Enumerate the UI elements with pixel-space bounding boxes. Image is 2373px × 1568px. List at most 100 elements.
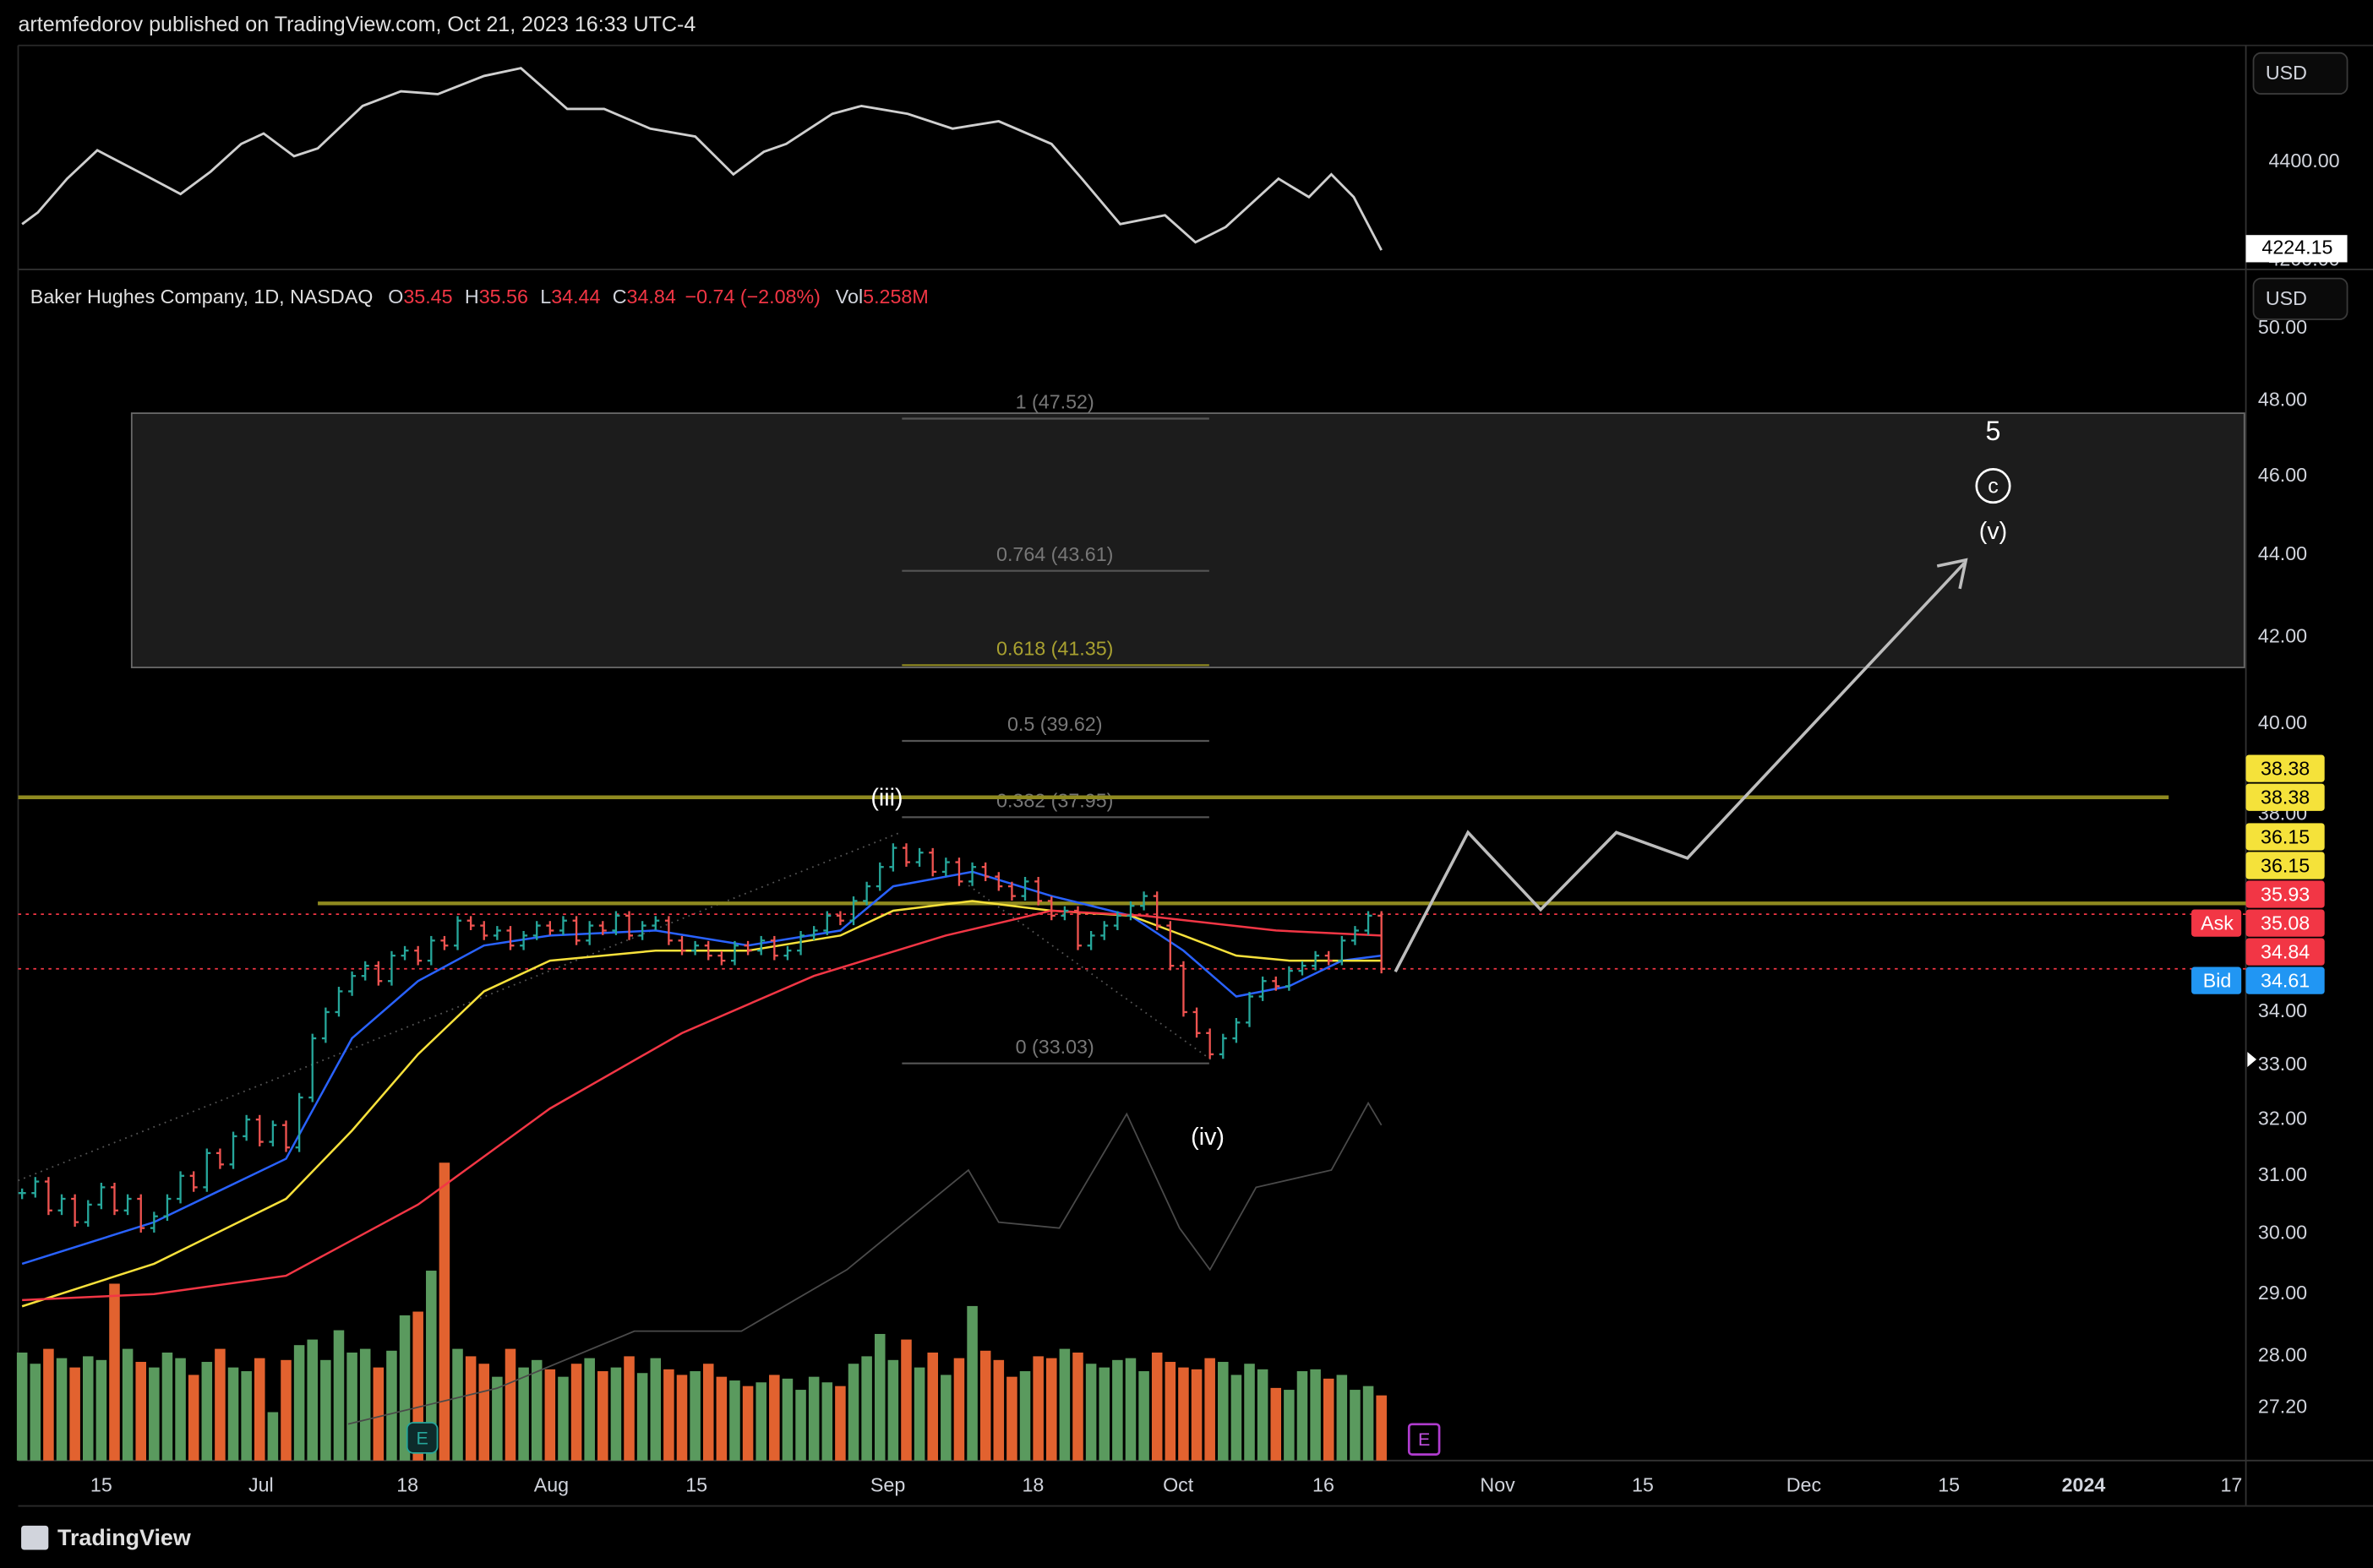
currency-button[interactable] [2252,52,2348,95]
candle [823,911,832,935]
candle [1140,891,1148,911]
volume-bar [188,1375,199,1461]
volume-bar [1165,1362,1176,1461]
candle [401,945,409,961]
candle [123,1194,132,1216]
candle [744,940,752,956]
candle [797,931,805,956]
candle [1338,935,1346,966]
candle [1312,950,1320,971]
wave-label: (v) [1979,518,2007,545]
volume-bar [320,1359,331,1461]
candle [1007,881,1016,901]
volume-bar [967,1305,978,1461]
x-tick-label: 15 [1938,1473,1960,1495]
candle [1021,876,1029,901]
candle [1166,921,1175,971]
volume-bar [82,1356,94,1461]
earnings-icon[interactable] [406,1422,439,1454]
candle [454,916,461,950]
y-tick-label: 33.00 [2258,1053,2307,1075]
candle [1061,906,1069,921]
legend-value: 34.44 [551,286,600,308]
volume-bar [597,1371,608,1461]
candle [229,1131,237,1169]
volume-bar [953,1358,965,1461]
candle [255,1114,264,1146]
last-price-label: 4224.15 [2261,236,2332,258]
candle [335,987,343,1017]
volume-bar [386,1350,397,1461]
candle [150,1211,158,1233]
currency-button[interactable] [2252,277,2348,320]
candle [863,881,871,906]
price-tag [2245,754,2325,782]
candle [97,1182,106,1210]
currency: USD [2266,287,2307,309]
volume-bar [1230,1375,1242,1461]
volume-bar [1204,1358,1215,1461]
volume-bar [122,1348,134,1461]
volume-bar [610,1367,622,1461]
volume-bar [941,1375,952,1461]
volume-bar [227,1367,239,1461]
legend-change: −0.74 (−2.08%) [685,286,821,308]
earnings-icon[interactable] [1407,1423,1441,1456]
candle [1179,961,1187,1017]
volume-bar [373,1367,385,1461]
candle [717,950,726,966]
volume-bar [570,1364,582,1461]
x-tick-label: 15 [685,1473,707,1495]
candle [995,872,1003,891]
x-tick-label: 16 [1312,1473,1334,1495]
currency: USD [2266,62,2307,84]
plot: 1 (47.52) 0.764 (43.61) 0.618 (41.35) 0.5 (… [16,67,2246,1461]
volume-bar [135,1362,146,1461]
volume-bar [1191,1369,1203,1461]
volume-bar [452,1348,463,1461]
volume-bar [848,1364,859,1461]
trend-line [18,831,901,1182]
candle [480,921,488,940]
volume-bar [1178,1367,1189,1461]
volume-bar [676,1375,688,1461]
volume-bar [1151,1352,1163,1461]
price-tag [2245,823,2325,851]
candle [215,1148,224,1169]
candle [189,1171,198,1192]
volume-bar [808,1376,820,1461]
candle [1153,891,1161,930]
volume-bar [1006,1376,1017,1461]
volume-bar [1257,1369,1268,1461]
candle [374,961,383,986]
candle [955,858,963,886]
x-tick-label: 18 [1022,1473,1044,1495]
candle [1285,966,1293,991]
candle [889,843,897,872]
volume-bar [346,1352,357,1461]
candle [1219,1033,1227,1059]
volume-bar [927,1352,938,1461]
volume-bar [1244,1364,1255,1461]
fib-label: 1 (47.52) [1016,391,1094,413]
legend-value: 34.84 [627,286,676,308]
volume-bar [333,1330,345,1461]
side-tag [2191,966,2242,994]
x-tick-label: Aug [534,1473,569,1495]
volume-bar [1138,1371,1149,1461]
candle [466,916,475,930]
candle [1246,992,1253,1027]
candle [941,858,950,877]
moving-average [21,870,1382,1266]
volume-bar [307,1339,319,1461]
candle [1126,901,1135,921]
candle [903,843,910,867]
volume-bar [161,1352,173,1461]
wave-circle [1975,468,2011,504]
candle [704,940,712,961]
volume-bar [979,1350,991,1461]
volume-bar [1323,1378,1334,1461]
x-tick-label: Sep [870,1473,905,1495]
volume-bar [293,1345,305,1461]
volume-bar [215,1348,226,1461]
